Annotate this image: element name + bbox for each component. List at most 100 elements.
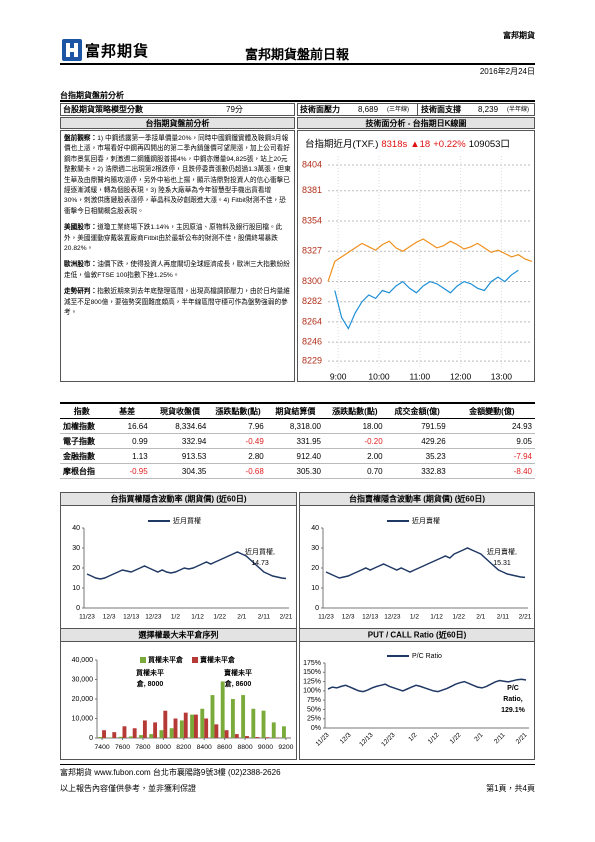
title-part: 台指期近月(TXF.) (305, 138, 378, 150)
table-cell: 429.26 (385, 433, 449, 449)
annotation: 近月買權, (245, 547, 275, 556)
bar (153, 722, 158, 738)
company: 富邦期貨 (503, 31, 535, 40)
bar (173, 718, 178, 738)
support-value: 8,239 (478, 105, 499, 114)
section-rule (60, 100, 535, 102)
bar (122, 726, 127, 738)
x-tick-label: 2/21 (519, 614, 532, 621)
x-tick-label: 12/13 (358, 731, 375, 748)
x-tick-label: 7800 (135, 744, 150, 751)
divider (417, 104, 418, 115)
title-part: 109053口 (469, 139, 510, 150)
bar (98, 737, 103, 738)
resistance-label: 技術面壓力 (300, 105, 340, 114)
chart-title: 選擇權最大未平倉序列 (138, 630, 219, 640)
bar (112, 732, 117, 738)
legend-label: 近月賣權 (412, 516, 440, 525)
bar (200, 708, 205, 738)
legend-label: P/C Ratio (412, 653, 442, 660)
put-iv-chart: 台指賣權隱含波動率 (期貨價) (近60日) 0 10 20 30 40 11/23 12/3… (299, 492, 535, 629)
y-tick-label: 8282 (302, 296, 322, 306)
x-tick-label: 9000 (258, 744, 273, 751)
y-tick-label: 0 (315, 605, 319, 612)
column-header: 基差 (103, 404, 151, 419)
legend-label: 賣權未平倉 (199, 655, 235, 664)
table-cell: -7.94 (448, 448, 535, 464)
bar (183, 712, 188, 738)
y-tick-label: 30,000 (72, 676, 94, 683)
x-tick-label: 1/22 (452, 614, 465, 621)
table-cell: 332.94 (150, 433, 210, 449)
table-cell: 332.83 (385, 463, 449, 479)
table-cell: -0.68 (209, 463, 267, 479)
x-tick-label: 12/3 (103, 614, 116, 621)
x-tick-label: 11:00 (409, 371, 430, 381)
paragraph-label: 走勢研判： (64, 288, 98, 296)
bar (210, 695, 215, 738)
column-header: 漲跌點數(點) (209, 404, 267, 419)
paragraph-text: 油價下跌，使得投資人再度關切全球經濟成長，歐洲三大指數紛紛走低，倫敦FTSE 1… (64, 261, 290, 279)
legend-swatch (140, 657, 146, 663)
report-title: 富邦期貨盤前日報 (244, 47, 349, 62)
index-table: 指數 基差 現貨收盤價 漲跌點數(點) 期貨結算價 漲跌點數(點) 成交金額(億) 金額變動(… (60, 404, 535, 479)
y-tick-label: 40 (311, 525, 319, 532)
x-tick-label: 1/2 (410, 614, 419, 621)
report-date: 2016年2月24日 (479, 67, 535, 76)
chart-background (299, 132, 534, 381)
table-cell: 2.80 (209, 448, 267, 464)
y-tick-label: 0 (89, 735, 93, 742)
bar (214, 724, 219, 738)
bar (271, 722, 276, 738)
column-header: 金額變動(億) (448, 404, 535, 419)
y-tick-label: 40,000 (72, 657, 94, 664)
table-cell: -0.95 (103, 463, 151, 479)
series-line (327, 238, 533, 282)
bar (204, 718, 209, 738)
paragraph: 走勢研判：指數近期來到去年底整理區間，出現高檔調節壓力，由於日均量維減至不足80… (64, 287, 291, 318)
resistance-note: (三年線) (387, 107, 409, 113)
analysis-text: 盤前觀察：1) 中鋼透露第一季接單價量20%，同時中國鋼鐵實體及鞍鋼3月報價也上… (60, 130, 295, 382)
table-cell: -8.40 (448, 463, 535, 479)
row-label: 金融指數 (60, 448, 104, 464)
y-tick-label: 150% (303, 669, 321, 676)
chart-title: 台指買權隱含波動率 (期貨價) (近60日) (111, 494, 247, 504)
annotation: 14.73 (251, 560, 269, 567)
bar (139, 735, 143, 738)
annotation: 買權未平 (135, 668, 164, 677)
table-cell: 0.99 (103, 433, 151, 449)
column-header: 漲跌點數(點) (324, 404, 386, 419)
support-label: 技術面支撐 (421, 105, 461, 114)
paragraph: 歐洲股市：油價下跌，使得投資人再度關切全球經濟成長，歐洲三大指數紛紛走低，倫敦F… (64, 260, 291, 281)
y-tick-label: 75% (307, 697, 321, 704)
y-tick-label: 20 (72, 565, 80, 572)
paragraph-label: 歐洲股市： (64, 261, 98, 269)
bar (149, 734, 154, 738)
y-tick-label: 8264 (302, 316, 322, 326)
pc-ratio-chart: PUT / CALL Ratio (近60日) 0% 25% 50% 75% 100% 12… (299, 628, 535, 760)
resistance-value: 8,689 (358, 105, 379, 114)
annotation: Ratio, (503, 696, 523, 703)
bar (163, 710, 168, 738)
x-tick-label: 1/22 (449, 731, 463, 745)
x-tick-label: 12/13 (123, 614, 140, 621)
header-rule (60, 63, 535, 65)
x-tick-label: 12:00 (450, 371, 472, 381)
table-cell: 8,334.64 (150, 418, 210, 434)
table-cell: 0.70 (324, 463, 386, 479)
x-tick-label: 10:00 (368, 371, 390, 381)
title-part: +0.22% (433, 139, 466, 150)
legend-label: 買權未平倉 (147, 655, 183, 664)
x-tick-label: 1/12 (430, 614, 443, 621)
x-tick-label: 2/1 (476, 614, 485, 621)
paragraph: 美國股市：道瓊工業終場下跌1.14%，主因原油、原物料及銀行股回檔。此外，美國運… (64, 223, 291, 254)
bar (108, 737, 113, 738)
x-tick-label: 12/13 (362, 614, 379, 621)
bar (282, 726, 286, 738)
model-score: 79分 (226, 105, 243, 114)
support-note: (半年線) (507, 107, 529, 113)
y-tick-label: 10 (72, 585, 80, 592)
row-label: 加權指數 (60, 418, 104, 434)
footer-page: 第1頁，共4頁 (486, 784, 535, 793)
